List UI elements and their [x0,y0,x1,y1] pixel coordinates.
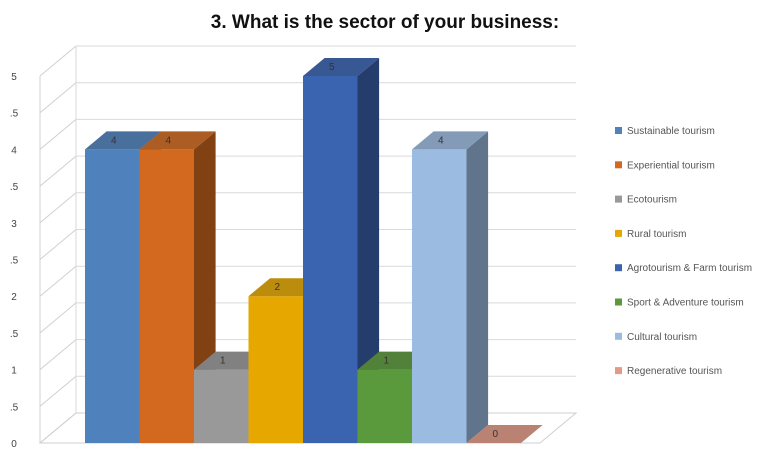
y-tick-label: 1 [11,366,17,377]
legend-label: Sustainable tourism [627,126,715,137]
side-gridline [39,119,77,150]
chart-title: 3. What is the sector of your business: [211,12,559,33]
side-gridline [39,265,77,297]
data-label: 4 [111,135,117,146]
y-tick-label: 0 [11,439,17,450]
bar-top [466,425,543,443]
legend-label: Rural tourism [627,229,686,240]
legend: Sustainable tourism Experiential tourism E… [615,126,752,377]
legend-label: Cultural tourism [627,332,697,343]
bar-front [303,76,358,443]
bar-top [303,58,380,76]
y-tick-label: .5 [10,109,19,120]
side-gridline [39,45,77,77]
legend-label: Ecotourism [627,195,677,206]
bar [139,131,216,443]
side-gridline [39,375,77,407]
side-gridline [39,302,77,334]
y-tick-label: .5 [10,329,19,340]
data-label: 5 [329,62,335,73]
bar-front [248,296,303,443]
bar-front [85,149,140,443]
bar [303,58,380,443]
legend-swatch [615,161,622,169]
data-labels: 4 4 1 2 5 1 4 0 [111,62,499,440]
y-tick-label: .5 [10,182,19,193]
bars [85,58,543,443]
y-tick-label: 3 [11,219,17,230]
legend-label: Regenerative tourism [627,366,722,377]
side-gridline [39,339,77,370]
bar-side [466,131,489,443]
legend-label: Experiential tourism [627,160,715,171]
legend-swatch [615,229,622,237]
data-label: 1 [384,356,390,367]
side-gridline [39,192,77,224]
legend-label: Sport & Adventure tourism [627,298,744,309]
data-label: 4 [166,135,172,146]
legend-swatch [615,298,622,306]
bar [466,425,543,443]
legend-swatch [615,195,622,203]
bar-side [357,58,380,443]
y-tick-label: 4 [11,145,17,156]
bar-top [139,131,216,150]
legend-swatch [615,332,622,340]
bar-front [194,369,249,443]
bar [412,131,489,443]
legend-swatch [615,264,622,272]
data-label: 0 [493,429,499,440]
side-gridline [39,155,77,187]
y-tick-label: 2 [11,292,17,303]
bar-front [139,149,194,443]
bar-top [412,131,489,150]
side-gridline [39,229,77,260]
legend-label: Agrotourism & Farm tourism [627,263,752,274]
data-label: 4 [438,135,444,146]
y-tick-label: .5 [10,402,19,413]
data-label: 1 [220,356,226,367]
bar-front [357,369,412,443]
y-tick-label: 5 [11,72,17,83]
y-axis-ticks: 0 .5 1 .5 2 .5 3 .5 4 .5 5 [10,72,19,450]
legend-swatch [615,367,622,375]
data-label: 2 [275,282,281,293]
side-gridline [39,82,77,114]
legend-swatch [615,127,622,134]
y-tick-label: .5 [10,256,19,267]
bar-top [85,131,162,150]
bar-front [412,149,467,443]
